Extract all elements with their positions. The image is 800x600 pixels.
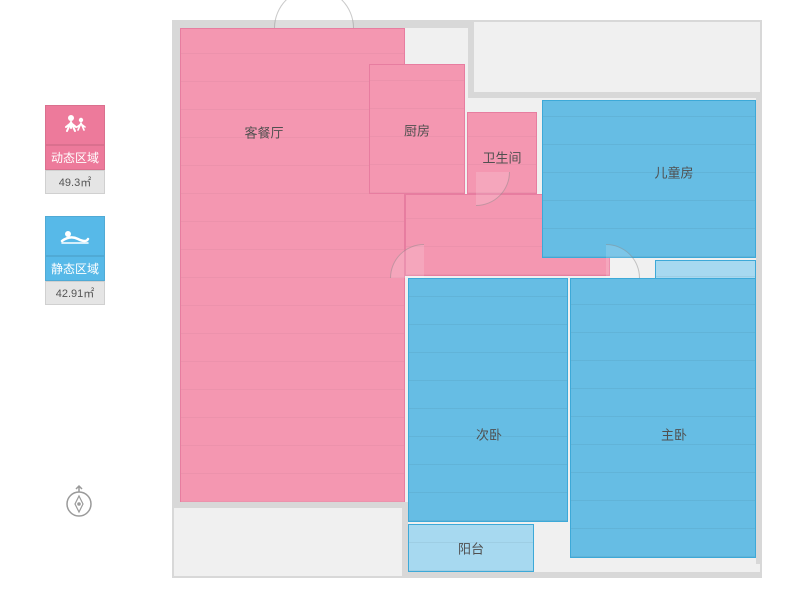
wall-4	[468, 92, 762, 98]
legend-dynamic-icon	[45, 105, 105, 145]
legend-dynamic-label: 动态区域	[45, 145, 105, 170]
wall-3	[468, 22, 474, 96]
legend-static-value: 42.91㎡	[45, 281, 105, 305]
sleep-icon	[60, 225, 90, 247]
room-master	[570, 278, 756, 558]
wall-5	[756, 92, 762, 564]
people-icon	[62, 113, 88, 137]
room-kids	[542, 100, 756, 258]
legend-dynamic: 动态区域 49.3㎡	[45, 105, 105, 194]
compass-icon	[64, 484, 94, 514]
legend-static: 静态区域 42.91㎡	[45, 216, 105, 305]
floor-plan: 客餐厅厨房卫生间儿童房卫生间次卧主卧阳台	[172, 20, 762, 578]
room-kitchen	[369, 64, 465, 194]
room-balcony	[408, 524, 534, 572]
legend-dynamic-value: 49.3㎡	[45, 170, 105, 194]
legend-panel: 动态区域 49.3㎡ 静态区域 42.91㎡	[45, 105, 105, 327]
wall-2	[174, 502, 406, 508]
legend-static-icon	[45, 216, 105, 256]
wall-1	[174, 22, 180, 508]
wall-6	[402, 502, 408, 578]
room-second	[408, 278, 568, 522]
wall-7	[402, 572, 762, 578]
legend-static-label: 静态区域	[45, 256, 105, 281]
